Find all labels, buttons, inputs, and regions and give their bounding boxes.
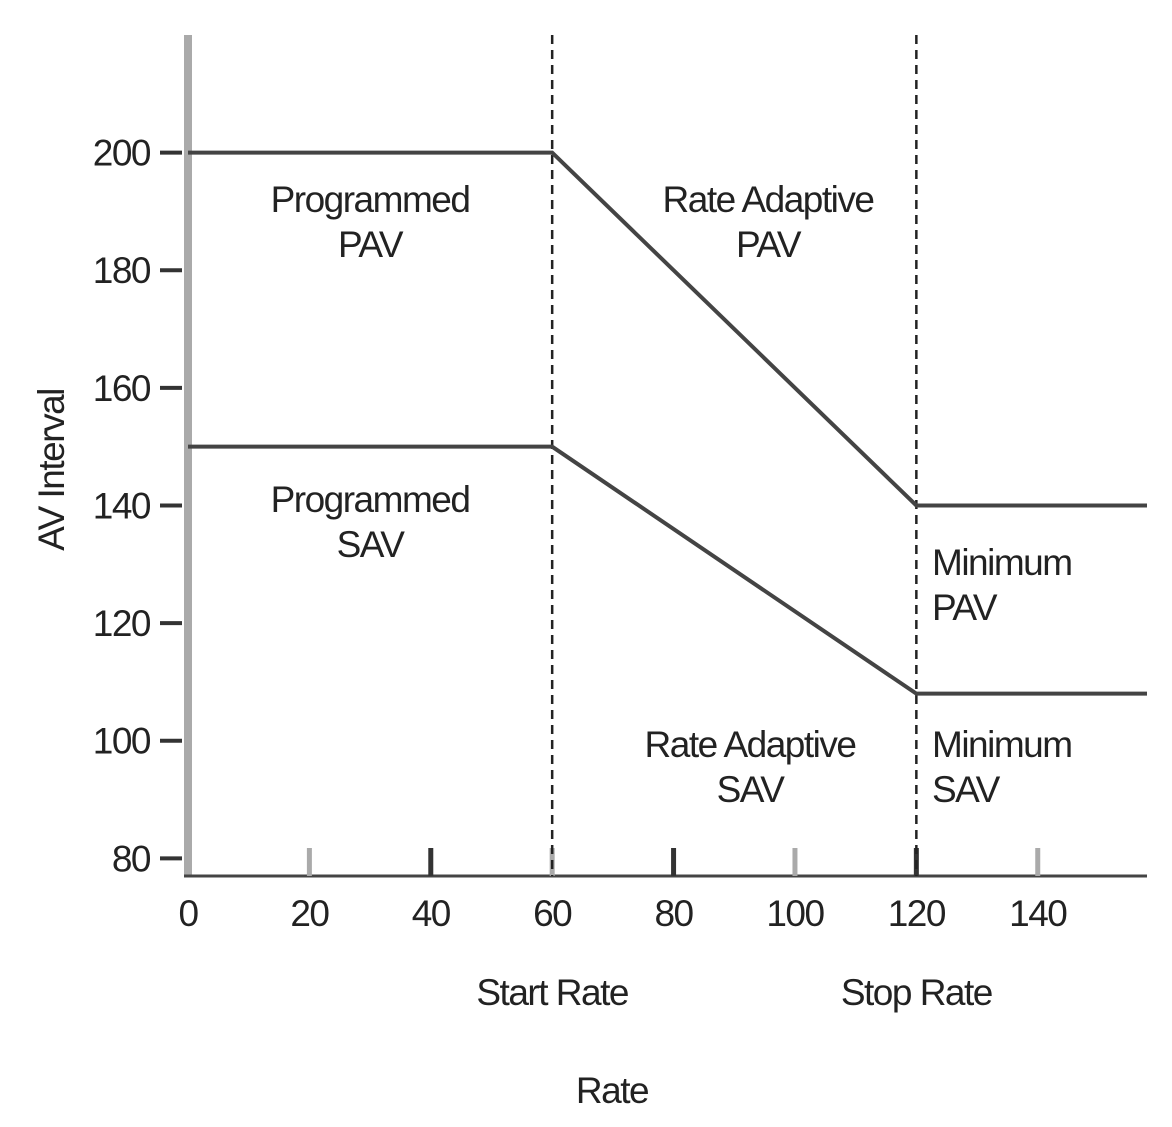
x-tick-label: 100 [766, 893, 824, 934]
y-tick-label: 80 [112, 838, 151, 879]
x-tick-label: 80 [654, 893, 693, 934]
region-label: PAV [338, 224, 404, 265]
x-tick-label: 0 [178, 893, 198, 934]
reference-label: Stop Rate [841, 972, 992, 1013]
region-label: PAV [932, 587, 998, 628]
x-tick-label: 60 [533, 893, 572, 934]
y-tick-label: 140 [93, 485, 151, 526]
y-tick-label: 120 [93, 603, 151, 644]
y-tick-label: 200 [93, 133, 151, 174]
y-axis-label: AV Interval [31, 389, 72, 551]
region-label: SAV [717, 769, 786, 810]
x-axis-label: Rate [576, 1070, 648, 1111]
region-label: Minimum [932, 724, 1072, 765]
x-tick-label: 120 [888, 893, 946, 934]
region-label: Rate Adaptive [645, 724, 856, 765]
region-label: PAV [736, 224, 802, 265]
x-tick-label: 40 [412, 893, 451, 934]
y-tick-label: 100 [93, 721, 151, 762]
data-line [188, 150, 1147, 508]
region-label: SAV [932, 769, 1001, 810]
reference-label: Start Rate [476, 972, 628, 1013]
y-tick-label: 180 [93, 250, 151, 291]
x-tick-label: 20 [290, 893, 329, 934]
region-label: SAV [337, 524, 406, 565]
region-label: Rate Adaptive [663, 179, 874, 220]
y-tick-label: 160 [93, 368, 151, 409]
x-tick-label: 140 [1009, 893, 1067, 934]
region-label: Programmed [271, 179, 470, 220]
region-label: Programmed [271, 479, 470, 520]
region-label: Minimum [932, 542, 1072, 583]
data-line [188, 444, 1147, 696]
